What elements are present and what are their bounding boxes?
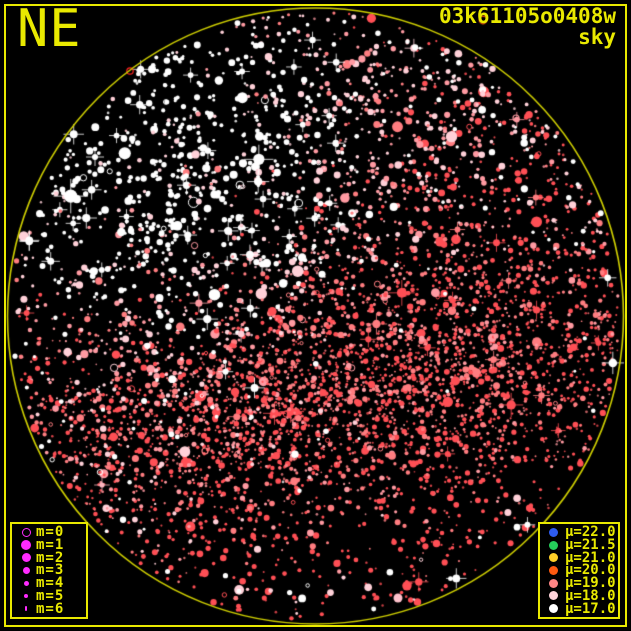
mu-symbol — [548, 604, 558, 614]
legend-swatch-cell — [544, 540, 562, 550]
legend-swatch-cell — [544, 527, 562, 537]
legend-label: μ=17.0 — [565, 600, 616, 617]
legend-label: μ=21.0 — [565, 549, 616, 566]
magnitude-symbol — [21, 527, 31, 537]
magnitude-symbol — [22, 566, 30, 574]
mu-symbol — [548, 540, 558, 550]
legend-row: μ=17.0 — [544, 600, 616, 617]
magnitude-symbol — [24, 593, 28, 598]
legend-swatch-cell — [544, 591, 562, 601]
legend-row: m=6 — [16, 600, 84, 617]
legend-swatch-cell — [544, 604, 562, 614]
legend-row: m=2 — [16, 549, 84, 566]
legend-label: μ=20.0 — [565, 562, 616, 579]
legend-row: μ=20.0 — [544, 562, 616, 579]
legend-row: μ=21.0 — [544, 549, 616, 566]
mu-symbol — [548, 527, 558, 537]
legend-label: m=3 — [36, 562, 65, 579]
magnitude-symbol — [23, 580, 29, 586]
legend-swatch-cell — [16, 540, 36, 551]
legend-label: m=4 — [36, 575, 65, 592]
legend-swatch-cell — [544, 565, 562, 575]
legend-swatch-cell — [16, 606, 36, 612]
legend-label: m=5 — [36, 587, 65, 604]
title-block: 03k61105o0408w sky — [439, 6, 616, 48]
legend-row: μ=22.0 — [544, 524, 616, 541]
legend-swatch-cell — [544, 553, 562, 563]
legend-row: μ=18.0 — [544, 587, 616, 604]
legend-row: m=3 — [16, 562, 84, 579]
legend-swatch-cell — [544, 578, 562, 588]
plot-title: 03k61105o0408w — [438, 4, 616, 28]
orientation-label: NE — [17, 0, 82, 59]
legend-row: m=0 — [16, 524, 84, 541]
legend-row: μ=19.0 — [544, 575, 616, 592]
legend-label: μ=18.0 — [565, 587, 616, 604]
legend-label: m=6 — [36, 600, 65, 617]
legend-row: m=1 — [16, 537, 84, 554]
legend-row: μ=21.5 — [544, 537, 616, 554]
legend-label: μ=22.0 — [565, 524, 616, 541]
mu-symbol — [548, 578, 558, 588]
mu-symbol — [548, 591, 558, 601]
legend-swatch-cell — [16, 566, 36, 574]
mu-symbol — [548, 565, 558, 575]
mu-symbol — [548, 553, 558, 563]
legend-row: m=4 — [16, 575, 84, 592]
magnitude-symbol — [25, 606, 27, 612]
magnitude-legend: m=0 m=1 m=2 m=3 m=4 m=5 m=6 — [10, 522, 88, 619]
legend-swatch-cell — [16, 553, 36, 563]
legend-row: m=5 — [16, 587, 84, 604]
surface-brightness-legend: μ=22.0 μ=21.5 μ=21.0 μ=20.0 μ=19.0 μ=18.… — [538, 522, 620, 619]
legend-label: μ=21.5 — [565, 537, 616, 554]
legend-label: m=1 — [36, 537, 65, 554]
legend-swatch-cell — [16, 593, 36, 598]
legend-swatch-cell — [16, 580, 36, 586]
magnitude-symbol — [21, 553, 31, 563]
magnitude-symbol — [21, 540, 31, 551]
legend-label: m=0 — [36, 524, 65, 541]
legend-label: m=2 — [36, 549, 65, 566]
legend-swatch-cell — [16, 527, 36, 537]
plot-subtitle: sky — [578, 25, 616, 49]
legend-label: μ=19.0 — [565, 575, 616, 592]
